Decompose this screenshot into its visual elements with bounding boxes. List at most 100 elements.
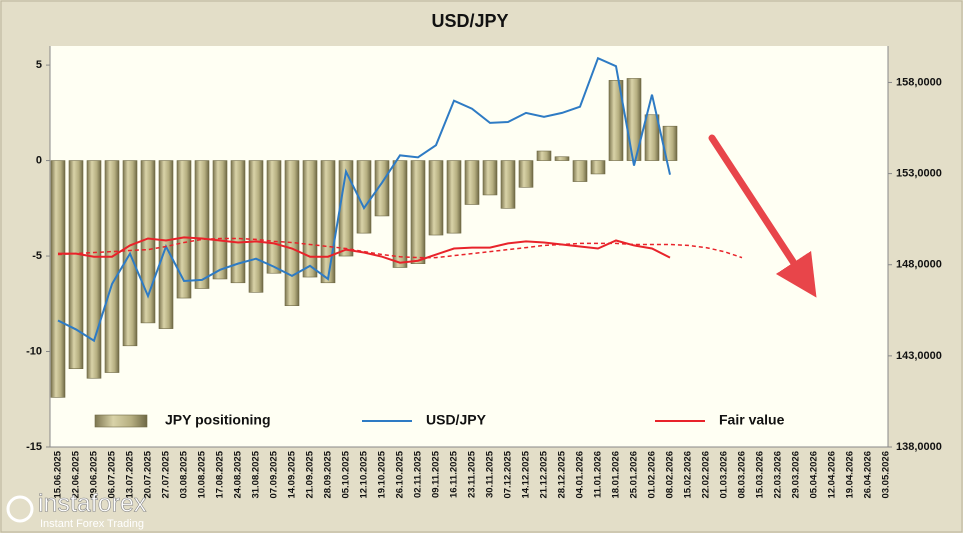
x-tick-label: 15.02.2026 [683,451,694,499]
bar [644,114,660,161]
tagline: Instant Forex Trading [40,518,144,530]
x-tick-label: 01.03.2026 [719,451,730,499]
bar [572,160,588,182]
y2-tick-label: 143,0000 [896,350,942,362]
bar [536,150,552,161]
x-tick-label: 10.08.2025 [197,450,208,498]
bar [320,160,336,284]
bar [392,160,408,268]
bar [518,160,534,188]
bar [446,160,462,234]
bar [50,160,66,398]
x-tick-label: 26.10.2025 [395,450,406,498]
x-tick-label: 14.09.2025 [287,450,298,498]
x-tick-label: 15.03.2026 [755,451,766,499]
x-tick-label: 05.04.2026 [809,451,820,499]
bar [410,160,426,264]
x-tick-label: 31.08.2025 [251,450,262,498]
bar [590,160,606,175]
x-tick-label: 20.07.2025 [143,450,154,498]
y-tick-label: -5 [32,250,42,262]
x-tick-label: 13.07.2025 [125,450,136,498]
x-tick-label: 01.02.2026 [647,451,658,499]
x-tick-label: 19.10.2025 [377,450,388,498]
bar [482,160,498,196]
x-tick-label: 11.01.2026 [593,451,604,498]
x-tick-label: 07.12.2025 [503,450,514,498]
bar [176,160,192,299]
bar [500,160,516,209]
legend-label: JPY positioning [165,412,271,428]
bar [464,160,480,205]
x-tick-label: 12.04.2026 [827,451,838,499]
x-tick-label: 21.12.2025 [539,450,550,498]
legend-item: Fair value [655,412,785,428]
x-tick-label: 02.11.2025 [413,450,424,498]
x-tick-label: 15.06.2025 [53,450,64,498]
x-tick-label: 12.10.2025 [359,450,370,498]
x-tick-label: 22.02.2026 [701,451,712,499]
x-tick-label: 27.07.2025 [161,450,172,498]
x-tick-label: 19.04.2026 [845,451,856,499]
y2-tick-label: 153,0000 [896,167,942,179]
x-tick-label: 28.09.2025 [323,450,334,498]
legend-label: USD/JPY [426,412,487,428]
y2-tick-label: 158,0000 [896,76,942,88]
x-tick-label: 24.08.2025 [233,450,244,498]
x-tick-label: 29.06.2025 [89,450,100,498]
bar [284,160,300,306]
bar [302,160,318,278]
x-tick-label: 22.03.2026 [773,451,784,499]
x-tick-label: 03.05.2026 [881,451,892,499]
bar [68,160,84,370]
y-tick-label: 5 [36,59,42,71]
y-tick-label: 0 [36,154,42,166]
plot-area [50,46,888,447]
x-tick-label: 03.08.2025 [179,450,190,498]
x-tick-label: 26.04.2026 [863,451,874,499]
x-tick-label: 17.08.2025 [215,450,226,498]
bar [194,160,210,289]
line [58,236,671,264]
legend-label: Fair value [719,412,785,428]
x-tick-label: 05.10.2025 [341,450,352,498]
x-tick-label: 22.06.2025 [71,450,82,498]
logo-icon [6,495,34,523]
bar [554,156,570,161]
bar [230,160,246,284]
bar [266,160,282,274]
trend-arrow [708,134,817,298]
x-tick-label: 04.01.2026 [575,451,586,499]
x-tick-label: 08.03.2026 [737,451,748,499]
legend-item: USD/JPY [362,412,487,428]
chart-title: USD/JPY [431,11,508,31]
x-tick-label: 30.11.2025 [485,450,496,498]
x-tick-label: 23.11.2025 [467,450,478,498]
x-tick-label: 28.12.2025 [557,450,568,498]
y-tick-label: -10 [26,345,42,357]
bar [608,80,624,161]
legend-item: JPY positioning [94,412,271,428]
brand: instaforex [38,490,147,518]
y2-tick-label: 138,0000 [896,441,942,453]
y2-tick-label: 148,0000 [896,259,942,271]
x-tick-label: 25.01.2026 [629,451,640,499]
line [57,237,743,259]
x-tick-label: 16.11.2025 [449,450,460,498]
bar [86,160,102,379]
x-tick-label: 08.02.2026 [665,451,676,499]
bar [428,160,444,236]
y-tick-label: -15 [26,441,42,453]
bar [212,160,228,280]
line [57,56,671,343]
legend-swatch [94,414,148,428]
x-tick-label: 18.01.2026 [611,451,622,499]
x-tick-label: 29.03.2026 [791,451,802,499]
bar [104,160,120,373]
bar [374,160,390,217]
x-tick-label: 06.07.2025 [107,450,118,498]
x-tick-label: 07.09.2025 [269,450,280,498]
x-tick-label: 09.11.2025 [431,450,442,498]
x-tick-label: 14.12.2025 [521,450,532,498]
